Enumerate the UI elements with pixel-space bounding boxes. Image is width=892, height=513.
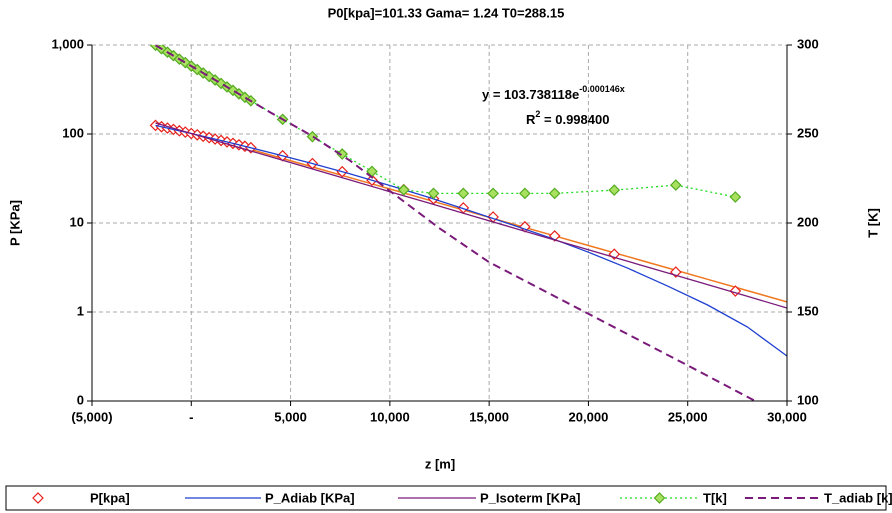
y2-tick-label: 150 (797, 303, 819, 318)
x-tick-label: 15,000 (469, 409, 509, 424)
point (457, 187, 470, 200)
point (397, 184, 410, 196)
x-tick-label: 30,000 (767, 409, 807, 424)
r-value: = 0.998400 (540, 112, 609, 127)
y-axis-title: P [KPa] (7, 200, 22, 246)
x-tick-label: 20,000 (569, 409, 609, 424)
point (729, 191, 742, 203)
y2-axis-title: T [K] (865, 208, 880, 238)
x-tick-label: (5,000) (71, 409, 112, 424)
chart-title: P0[kpa]=101.33 Gama= 1.24 T0=288.15 (328, 5, 565, 20)
equation: y = 103.738118e (482, 87, 579, 102)
legend-marker (32, 492, 44, 504)
point (427, 187, 440, 200)
series-line (155, 45, 736, 198)
legend-label: T_adiab [k] (824, 490, 892, 505)
y-tick-label: 0 (77, 392, 84, 407)
y2-tick-label: 250 (797, 125, 819, 140)
x-tick-label: 25,000 (668, 409, 708, 424)
point (519, 187, 531, 200)
legend-label: P[kpa] (90, 490, 130, 505)
y2-tick-label: 300 (797, 36, 819, 51)
series-line (155, 122, 787, 309)
series-line (155, 124, 787, 357)
y2-tick-label: 100 (797, 392, 819, 407)
x-tick-label: 5,000 (274, 409, 307, 424)
legend-label: T[k] (703, 490, 727, 505)
y-tick-label: 100 (62, 125, 84, 140)
legend-label: P_Adiab [KPa] (265, 490, 355, 505)
y-tick-label: 1 (77, 303, 84, 318)
point (487, 187, 499, 200)
point (669, 179, 682, 191)
r-power: 2 (535, 109, 540, 119)
trend-r2: R2 = 0.998400 (526, 109, 609, 127)
legend-label: P_Isoterm [KPa] (480, 490, 580, 505)
trend-equation: y = 103.738118e-0.000146x (482, 84, 625, 102)
plot-area (149, 45, 787, 401)
r: R (526, 112, 536, 127)
x-tick-label: 10,000 (370, 409, 410, 424)
point (608, 184, 621, 196)
y-tick-label: 10 (70, 214, 84, 229)
exponent: -0.000146x (579, 84, 625, 94)
x-tick-label: - (189, 409, 193, 424)
series-line (154, 45, 758, 401)
point (548, 187, 561, 200)
legend-marker (653, 492, 666, 504)
y-tick-label: 1,000 (51, 36, 84, 51)
point (306, 130, 319, 143)
y2-tick-label: 200 (797, 214, 819, 229)
x-axis-title: z [m] (425, 456, 455, 471)
grid (87, 44, 792, 406)
legend: P[kpa] P_Adiab [KPa] P_Isoterm [KPa] T[k] T_… (32, 490, 892, 505)
